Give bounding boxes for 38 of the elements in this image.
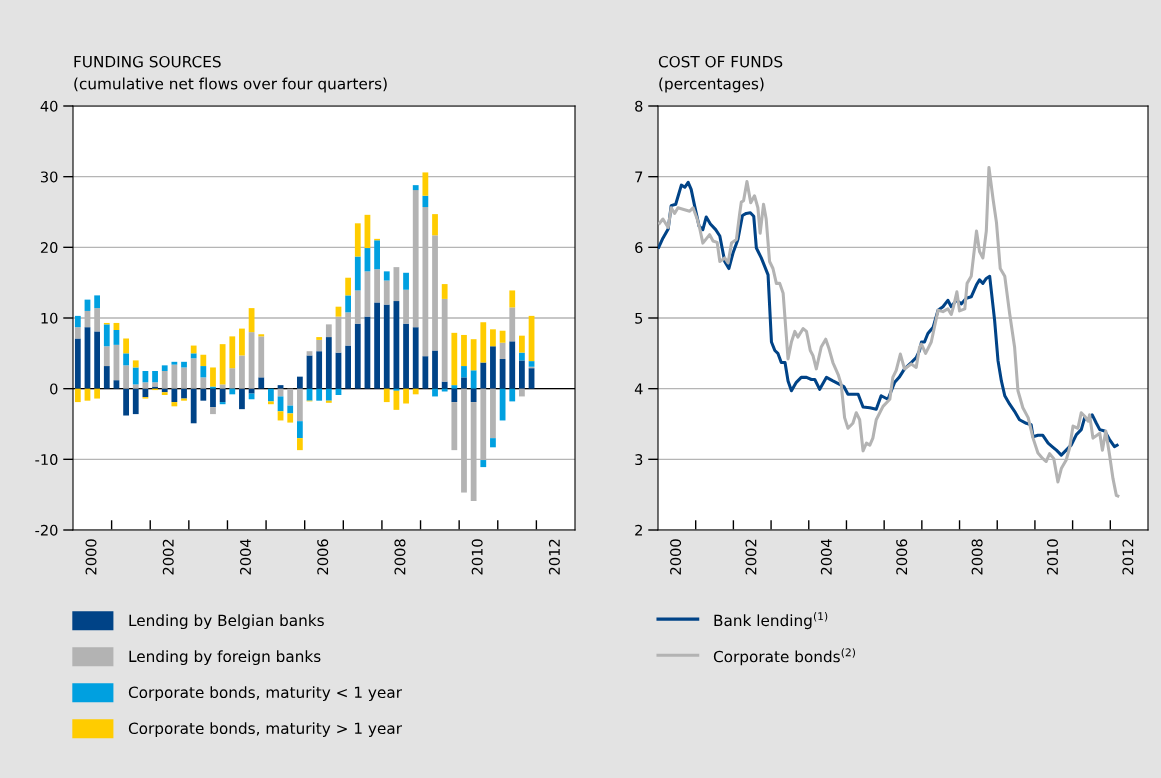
y-tick-label: 40 [40, 100, 58, 112]
x-tick-label: 2008 [394, 539, 406, 575]
chart-subtitle: (cumulative net flows over four quarters) [74, 77, 387, 93]
x-tick-label: 2004 [820, 539, 832, 575]
y-tick-label: -10 [35, 454, 58, 466]
x-tick-label: 2006 [317, 539, 329, 575]
legend-label: Lending by Belgian banks [129, 614, 324, 630]
x-tick-label: 2012 [1122, 539, 1134, 575]
x-tick-label: 2006 [896, 539, 908, 575]
x-tick-label: 2010 [471, 539, 483, 575]
y-tick-label: 0 [50, 383, 58, 395]
legend-label: Bank lending$^{(1)}$ [714, 612, 828, 630]
legend-label: Corporate bonds, maturity < 1 year [128, 686, 402, 702]
y-tick-label: 2 [635, 524, 642, 536]
y-tick-label: 5 [635, 312, 643, 324]
y-tick-label: -20 [35, 524, 58, 536]
x-tick-label: 2012 [548, 539, 560, 575]
chart-title: FUNDING SOURCES [74, 55, 221, 68]
y-tick-label: 4 [634, 383, 643, 395]
x-tick-label: 2000 [85, 539, 97, 575]
y-tick-label: 7 [635, 171, 643, 183]
legend-label: Corporate bonds$^{(2)}$ [713, 648, 855, 666]
y-tick-label: 3 [635, 454, 643, 466]
y-tick-label: 20 [40, 242, 58, 254]
y-tick-label: 6 [635, 242, 643, 254]
x-tick-label: 2010 [1046, 539, 1058, 575]
chart-title: COST OF FUNDS [658, 55, 783, 68]
x-tick-label: 2004 [239, 539, 251, 575]
x-tick-label: 2002 [162, 539, 174, 575]
x-tick-label: 2000 [670, 539, 682, 575]
y-tick-label: 8 [635, 100, 643, 112]
y-tick-label: 30 [40, 171, 58, 183]
x-tick-label: 2002 [745, 539, 757, 575]
chart-subtitle: (percentages) [659, 77, 764, 93]
legend-label: Lending by foreign banks [129, 650, 321, 666]
x-tick-label: 2008 [971, 539, 983, 575]
y-tick-label: 10 [41, 312, 58, 324]
legend-label: Corporate bonds, maturity > 1 year [128, 722, 402, 738]
